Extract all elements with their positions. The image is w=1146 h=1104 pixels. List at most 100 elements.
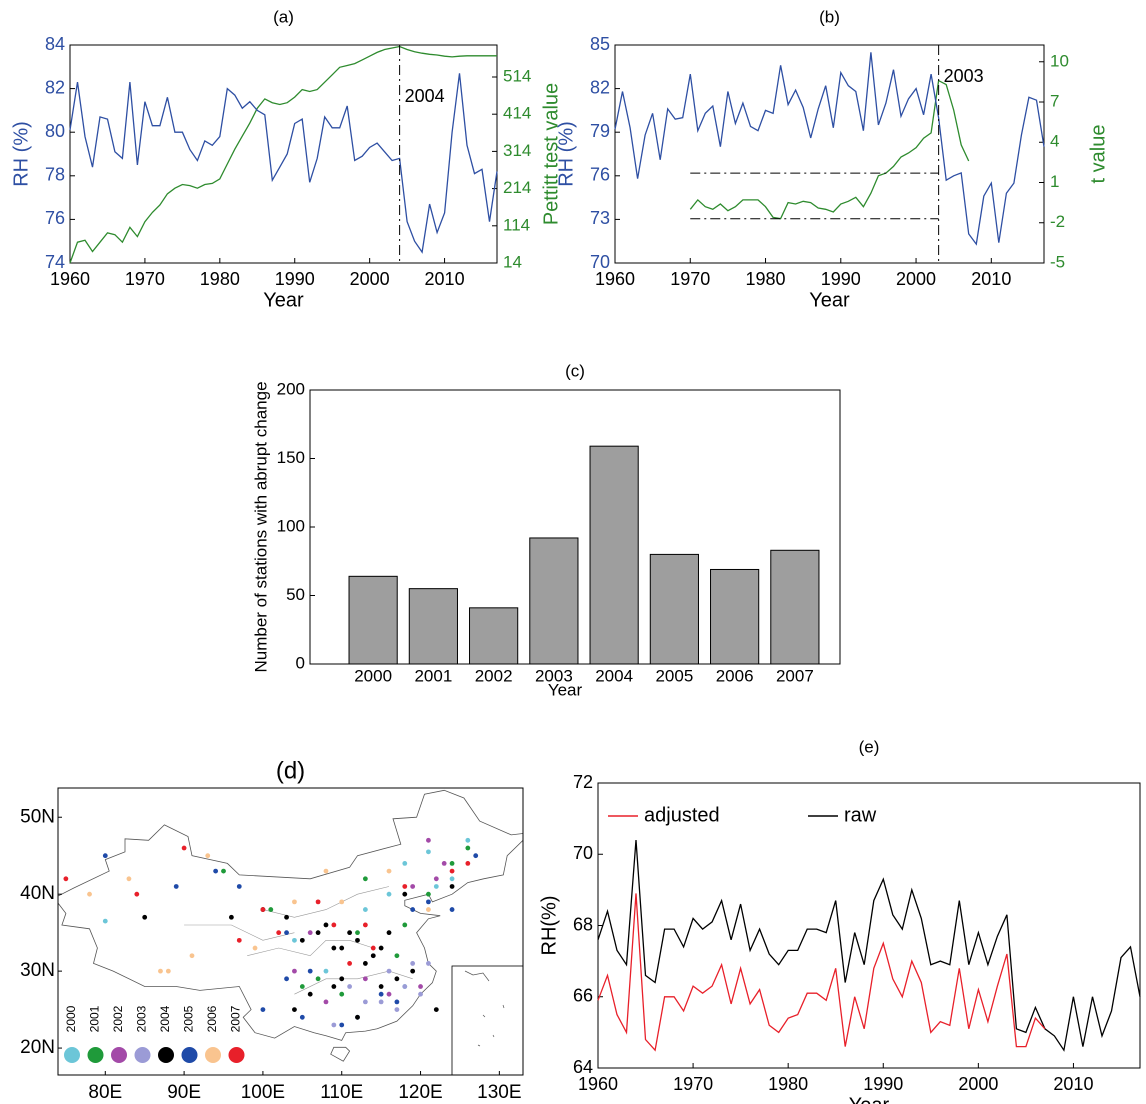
y-tick-label: 0 (296, 653, 305, 672)
station-point (315, 976, 321, 982)
station-point (449, 861, 455, 866)
x-tick-label: 2000 (350, 269, 390, 289)
legend-swatch (158, 1047, 174, 1063)
province-border (262, 886, 390, 918)
y-tick-label: 68 (573, 914, 593, 934)
bar (710, 568, 760, 665)
series-line (69, 73, 498, 254)
x-tick-label: 80E (88, 1082, 122, 1103)
x-tick-label: 1970 (670, 269, 710, 289)
x-tick-label: 1990 (821, 269, 861, 289)
station-point (331, 945, 337, 951)
x-tick-label: 2001 (414, 666, 452, 685)
legend-label: 2003 (135, 1005, 149, 1032)
station-point (370, 953, 376, 959)
station-point (362, 922, 368, 928)
y2-tick-label: 10 (1050, 51, 1069, 70)
bar (469, 607, 519, 665)
station-point (362, 976, 368, 982)
station-point (331, 922, 337, 928)
station-point (102, 918, 108, 924)
station-point (426, 837, 431, 843)
y-tick-label: 50 (286, 585, 305, 604)
station-point (355, 930, 360, 936)
station-point (299, 937, 305, 943)
province-border (184, 924, 295, 941)
map-layer (58, 789, 523, 1062)
station-point (410, 884, 416, 889)
station-point (410, 907, 416, 912)
station-point (449, 884, 455, 889)
station-point (292, 899, 297, 905)
y-tick-label: 70 (573, 843, 593, 863)
station-point (394, 953, 400, 959)
y2-tick-label: 414 (503, 104, 531, 123)
x-tick-label: 2007 (776, 666, 814, 685)
station-point (260, 1007, 266, 1012)
y2-tick-label: 14 (503, 252, 522, 271)
x-tick-label: 1980 (768, 1074, 808, 1094)
station-point (307, 930, 313, 936)
station-point (465, 845, 471, 851)
x-tick-label: 2000 (896, 269, 936, 289)
x-tick-label: 1960 (595, 269, 635, 289)
y-tick-label: 200 (277, 379, 305, 398)
station-point (362, 876, 368, 882)
x-tick-label: 2003 (535, 666, 573, 685)
y-tick-label: 70 (590, 252, 610, 272)
x-tick-label: 100E (241, 1082, 285, 1103)
x-tick-label: 2010 (971, 269, 1011, 289)
station-point (394, 999, 400, 1005)
station-point (347, 930, 353, 936)
y2-tick-label: -5 (1050, 252, 1065, 271)
station-point (355, 1014, 360, 1020)
y2-axis-label: t value (1087, 125, 1109, 184)
station-point (426, 899, 431, 905)
station-point (307, 991, 313, 997)
station-point (134, 891, 140, 897)
station-point (370, 945, 376, 951)
x-tick-label: 120E (398, 1082, 442, 1103)
x-tick-label: 2004 (595, 666, 633, 685)
bar (770, 549, 820, 665)
station-point (63, 876, 69, 882)
station-point (339, 945, 345, 951)
x-axis-label: Year (548, 680, 583, 699)
plot-frame (57, 787, 524, 1076)
y-tick-label: 80 (45, 121, 65, 141)
series-line (689, 79, 970, 220)
station-point (426, 849, 431, 855)
station-point (386, 930, 392, 936)
panel-title: (b) (819, 7, 840, 26)
y2-tick-label: 1 (1050, 172, 1059, 191)
station-point (276, 930, 282, 936)
y2-tick-label: 214 (503, 178, 531, 197)
legend-label: 2000 (64, 1005, 78, 1032)
x-axis-label: Year (263, 289, 304, 311)
station-point (331, 1022, 337, 1028)
station-point (292, 968, 297, 974)
y-tick-label: 20N (20, 1037, 55, 1058)
bar (348, 575, 398, 665)
station-point (213, 868, 219, 874)
station-point (410, 961, 416, 966)
y-axis-label: RH(%) (538, 896, 560, 956)
station-point (173, 884, 179, 889)
station-point (339, 1022, 345, 1028)
x-tick-label: 2005 (655, 666, 693, 685)
station-point (355, 937, 360, 943)
y-tick-label: 73 (590, 208, 610, 228)
x-tick-label: 1960 (578, 1074, 618, 1094)
station-point (252, 945, 258, 951)
station-point (323, 922, 329, 928)
station-point (299, 1014, 305, 1020)
y-tick-label: 50N (20, 806, 55, 827)
panel-title: (e) (859, 737, 880, 756)
station-point (386, 991, 392, 997)
station-point (378, 991, 384, 997)
station-point (394, 976, 400, 982)
inset-coast (464, 970, 505, 1047)
legend-swatch (87, 1047, 104, 1063)
y2-axis-label: Pettitt test value (540, 83, 562, 225)
